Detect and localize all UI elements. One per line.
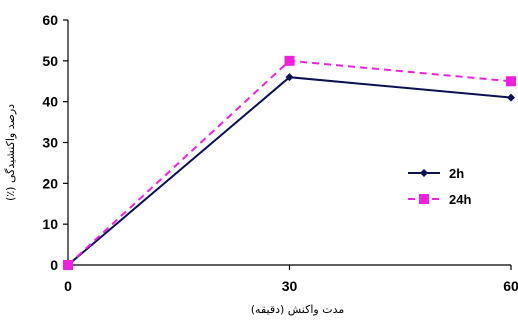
y-tick-label: 40 [42,94,58,110]
y-axis-title: درصد واکنشیدگی (٪) [4,104,17,201]
y-axis-ticks: 0 10 20 30 40 50 60 [42,12,68,273]
series-0-point [507,93,515,102]
series-0-point [285,73,294,82]
y-tick-label: 0 [50,257,58,273]
legend: 2h 24h [408,166,471,207]
series-0-point [420,169,428,177]
series-1-point [284,55,295,66]
y-tick-label: 10 [42,216,58,232]
series-1-point [419,194,429,204]
x-tick-label: 0 [64,278,72,294]
legend-label-0: 2h [449,166,464,181]
y-tick-label: 50 [42,53,58,69]
y-tick-label: 20 [42,175,58,191]
series-1-point [506,76,516,87]
y-tick-label: 30 [42,135,58,151]
x-tick-label: 30 [282,278,298,294]
series-1-point [63,260,73,270]
x-axis-title: مدت واکنش (دقیقه) [251,303,345,316]
y-tick-label: 60 [42,12,58,28]
x-tick-label: 60 [503,278,518,294]
series-0-line [67,76,512,266]
series-group [63,55,516,270]
legend-label-1: 24h [449,192,471,207]
x-axis-ticks: 0 30 60 [64,265,518,294]
